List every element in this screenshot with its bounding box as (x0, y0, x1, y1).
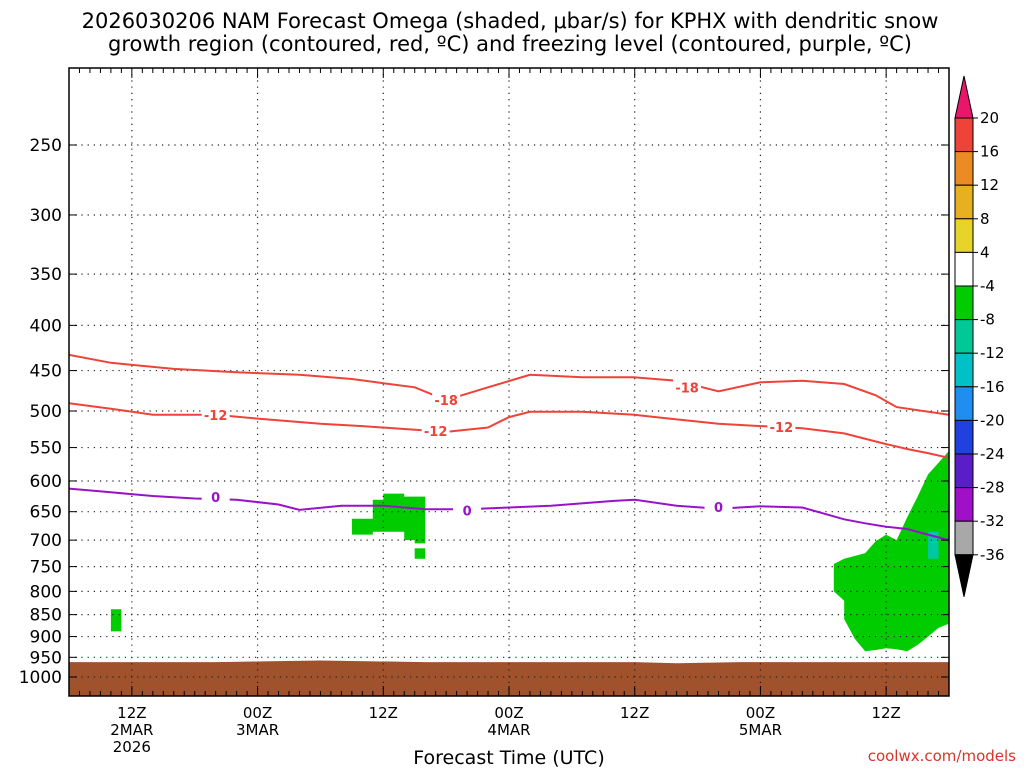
omega-green-d (833, 451, 949, 652)
colorbar-label--8: -8 (980, 311, 995, 329)
colorbar-label--24: -24 (980, 445, 1005, 463)
contour-label-bg--12-2 (767, 418, 796, 434)
x-tick-label-t60-0: 12Z (620, 704, 649, 722)
omega-teal-a (928, 531, 939, 559)
colorbar-label-4: 4 (980, 243, 990, 261)
colorbar-label-12: 12 (980, 176, 999, 194)
x-tick-label-t12-0: 12Z (117, 704, 146, 722)
x-tick-label-t12-2: 2026 (113, 738, 151, 756)
x-tick-label-t48-1: 4MAR (487, 721, 530, 739)
x-tick-label-t72-0: 00Z (746, 704, 775, 722)
x-axis-label: Forecast Time (UTC) (413, 747, 604, 768)
colorbar-over-arrow (954, 75, 974, 119)
colorbar-bin--12-to--8 (954, 319, 974, 354)
y-tick-label-350: 350 (30, 265, 62, 285)
colorbar-label--28: -28 (980, 479, 1005, 497)
contour-line-0 (69, 487, 949, 542)
contour-label-bg--12-0 (201, 406, 230, 422)
y-tick-label-550: 550 (30, 439, 62, 459)
site-credit: coolwx.com/models (868, 747, 1016, 765)
colorbar-bin--36-to--32 (954, 520, 974, 556)
y-tick-label-950: 950 (30, 648, 62, 668)
y-tick-label-300: 300 (30, 206, 62, 226)
y-tick-label-900: 900 (30, 628, 62, 648)
contour-line--18 (69, 353, 949, 416)
contour-label-0-0: 0 (211, 491, 220, 506)
contour-label-0-1: 0 (463, 505, 472, 520)
contour-label-bg-0-0 (201, 489, 230, 505)
contour-label--12-0: -12 (204, 409, 228, 424)
x-tick-label-t84-0: 12Z (871, 704, 900, 722)
y-tick-label-750: 750 (30, 558, 62, 578)
x-tick-label-t24-1: 3MAR (236, 721, 279, 739)
y-tick-label-500: 500 (30, 402, 62, 422)
colorbar-bin--16-to--12 (954, 352, 974, 388)
colorbar-label--32: -32 (980, 512, 1005, 530)
colorbar-label--36: -36 (980, 546, 1005, 564)
colorbar-label-16: 16 (980, 143, 999, 161)
contour-label--12-2: -12 (770, 421, 794, 436)
chart-title-line-1: 2026030206 NAM Forecast Omega (shaded, μ… (82, 9, 939, 33)
contour-label-bg-0-2 (704, 498, 733, 514)
y-tick-label-850: 850 (30, 606, 62, 626)
colorbar-bin-12-to-16 (954, 151, 974, 186)
y-tick-label-450: 450 (30, 362, 62, 382)
ground-surface (69, 660, 949, 696)
contour-label--12-1: -12 (424, 425, 448, 440)
y-tick-label-700: 700 (30, 531, 62, 551)
omega-green-b (351, 493, 426, 544)
colorbar-label--16: -16 (980, 378, 1005, 396)
colorbar-bin--8-to--4 (954, 285, 974, 321)
omega-green-c (414, 548, 426, 559)
colorbar-label--4: -4 (980, 277, 995, 295)
y-tick-label-600: 600 (30, 472, 62, 492)
contour-label--18-0: -18 (434, 394, 458, 409)
y-tick-label-800: 800 (30, 582, 62, 602)
contour-label-0-2: 0 (714, 501, 723, 516)
x-tick-label-t48-0: 00Z (494, 704, 523, 722)
colorbar-label--12: -12 (980, 344, 1005, 362)
colorbar-bin-4-to-8 (954, 218, 974, 253)
x-tick-label-t12-1: 2MAR (110, 721, 153, 739)
x-tick-label-t36-0: 12Z (369, 704, 398, 722)
colorbar-under-arrow (954, 554, 974, 597)
colorbar-bin--28-to--24 (954, 453, 974, 489)
colorbar-label--20: -20 (980, 411, 1005, 429)
contour-label--18-1: -18 (675, 381, 699, 396)
contour-label-bg--12-1 (421, 423, 450, 439)
y-tick-label-400: 400 (30, 316, 62, 336)
contour-label-bg-0-1 (453, 502, 482, 518)
x-tick-label-t24-0: 00Z (243, 704, 272, 722)
omega-green-a (110, 609, 122, 632)
colorbar-bin--32-to--28 (954, 487, 974, 522)
y-tick-label-1000: 1000 (19, 668, 62, 688)
colorbar-bin-16-to-20 (954, 117, 974, 153)
y-tick-label-650: 650 (30, 503, 62, 523)
colorbar-bin--20-to--16 (954, 386, 974, 421)
x-tick-label-t72-1: 5MAR (739, 721, 782, 739)
y-tick-label-250: 250 (30, 136, 62, 156)
plot-clipped-content: -18 -18 -12 -12 -12 0 0 0 (69, 68, 949, 696)
colorbar-label-8: 8 (980, 210, 990, 228)
colorbar-label-20: 20 (980, 109, 999, 127)
contour-label-bg--18-1 (673, 379, 702, 395)
contour-line--12 (69, 402, 949, 459)
colorbar-bin--4-to-4 (954, 251, 974, 287)
colorbar-bin-8-to-12 (954, 184, 974, 220)
contour-label-bg--18-0 (432, 392, 461, 408)
chart-title-line-2: growth region (contoured, red, ºC) and f… (108, 32, 912, 56)
colorbar-bin--24-to--20 (954, 419, 974, 455)
